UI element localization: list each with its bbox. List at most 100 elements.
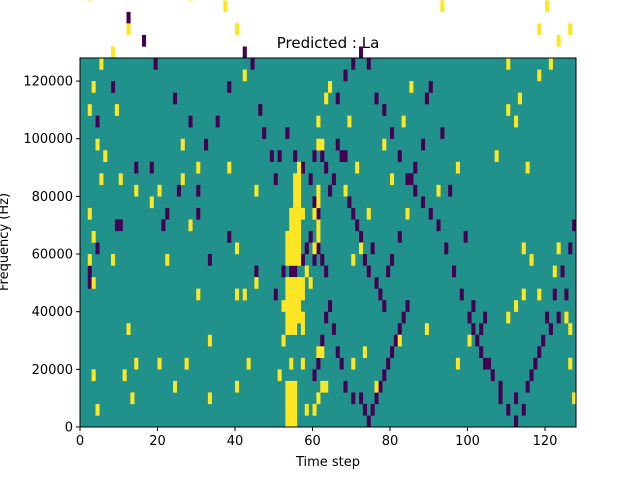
x-axis: 0 20 40 60 80 100 120 — [76, 427, 557, 449]
heatmap-cell-high — [300, 288, 305, 301]
heatmap-cell-low — [126, 11, 131, 24]
heatmap-cell-low — [343, 69, 348, 82]
heatmap-cell-high — [390, 173, 395, 186]
heatmap-cell-low — [382, 300, 387, 312]
heatmap-cell-low — [339, 357, 344, 370]
heatmap-cell-low — [362, 254, 367, 266]
heatmap-cell-low — [568, 242, 573, 255]
heatmap-cell-high — [289, 380, 294, 393]
heatmap-cell-high — [293, 392, 298, 405]
heatmap-cell-high — [242, 69, 247, 82]
heatmap-cell-high — [300, 311, 305, 324]
heatmap-cell-low — [424, 92, 429, 105]
y-tick-label: 60000 — [32, 248, 73, 263]
heatmap-cell-low — [444, 242, 449, 255]
heatmap-cell-high — [289, 230, 294, 243]
x-tick-label: 100 — [455, 434, 480, 449]
heatmap-cell-high — [293, 415, 298, 428]
heatmap-cell-low — [390, 254, 395, 266]
heatmap-cell-high — [455, 161, 460, 174]
heatmap-cell-high — [382, 138, 387, 151]
heatmap-cell-high — [227, 161, 232, 174]
heatmap-cell-low — [335, 92, 340, 105]
heatmap-cell-low — [471, 300, 476, 312]
heatmap-cell-high — [285, 392, 290, 405]
heatmap-cell-high — [366, 207, 371, 220]
heatmap-cell-high — [293, 288, 298, 301]
heatmap-cell-low — [366, 58, 371, 70]
heatmap-cell-high — [312, 403, 317, 416]
heatmap-cell-high — [188, 0, 193, 1]
heatmap-cell-low — [87, 277, 92, 289]
heatmap-cell-high — [343, 184, 348, 197]
heatmap-cell-high — [537, 23, 542, 36]
heatmap-cell-high — [297, 300, 302, 312]
heatmap-cell-low — [467, 311, 472, 324]
heatmap-cell-low — [165, 207, 170, 220]
heatmap-cell-low — [316, 242, 321, 255]
heatmap-cell-low — [204, 138, 209, 151]
heatmap-cell-low — [347, 196, 352, 209]
heatmap-cell-high — [289, 300, 294, 312]
heatmap-cell-high — [316, 219, 321, 232]
chart-title: Predicted : La — [277, 34, 380, 52]
heatmap-cell-high — [297, 173, 302, 186]
heatmap-cell-high — [568, 357, 573, 370]
heatmap-cell-high — [289, 311, 294, 324]
heatmap-cell-high — [293, 380, 298, 393]
heatmap-cell-low — [95, 115, 100, 128]
heatmap-cell-high — [436, 184, 441, 197]
heatmap-cell-high — [351, 357, 356, 370]
heatmap-cell-high — [312, 242, 317, 255]
heatmap-cell-high — [293, 219, 298, 232]
heatmap-cell-high — [506, 311, 511, 324]
heatmap-cell-low — [328, 184, 333, 197]
heatmap-cell-high — [87, 104, 92, 116]
heatmap-cell-high — [537, 69, 542, 82]
heatmap-cell-low — [483, 311, 488, 324]
heatmap-cell-high — [99, 173, 104, 186]
heatmap-cell-low — [215, 115, 220, 128]
heatmap-cell-high — [285, 415, 290, 428]
heatmap-cell-high — [564, 311, 569, 324]
heatmap-cell-low — [273, 173, 278, 186]
heatmap-cell-high — [285, 254, 290, 266]
heatmap-cell-low — [176, 184, 181, 197]
y-axis-label: Frequency (Hz) — [0, 193, 12, 291]
heatmap-cell-high — [537, 288, 542, 301]
heatmap-cell-high — [289, 392, 294, 405]
heatmap-cell-high — [297, 288, 302, 301]
heatmap-cell-low — [405, 173, 410, 186]
heatmap-cell-high — [285, 230, 290, 243]
heatmap-cell-high — [285, 242, 290, 255]
heatmap-cell-low — [393, 334, 398, 347]
y-tick-label: 100000 — [23, 132, 73, 147]
heatmap-cell-high — [173, 380, 178, 393]
heatmap-cell-low — [227, 230, 232, 243]
heatmap-cell-high — [297, 196, 302, 209]
heatmap-cell-high — [424, 323, 429, 335]
heatmap-cell-high — [87, 0, 92, 1]
plot-background — [80, 58, 576, 427]
heatmap-cell-high — [91, 369, 96, 382]
heatmap-cell-high — [293, 230, 298, 243]
heatmap-cell-high — [506, 58, 511, 70]
heatmap-cell-low — [320, 254, 325, 266]
heatmap-cell-high — [293, 311, 298, 324]
heatmap-cell-high — [514, 300, 519, 312]
heatmap-cell-low — [397, 323, 402, 335]
heatmap-cell-low — [366, 265, 371, 278]
heatmap-cell-low — [459, 288, 464, 301]
heatmap-cell-low — [227, 81, 232, 93]
heatmap-cell-high — [506, 104, 511, 116]
plot-area — [79, 0, 577, 428]
y-tick-label: 0 — [65, 421, 73, 436]
heatmap-cell-low — [308, 173, 313, 186]
heatmap-cell-high — [297, 161, 302, 174]
heatmap-cell-low — [552, 288, 557, 301]
heatmap-cell-high — [362, 346, 367, 359]
heatmap-cell-high — [235, 288, 240, 301]
heatmap-cell-high — [568, 323, 573, 335]
heatmap-cell-low — [87, 265, 92, 278]
heatmap-cell-low — [355, 219, 360, 232]
